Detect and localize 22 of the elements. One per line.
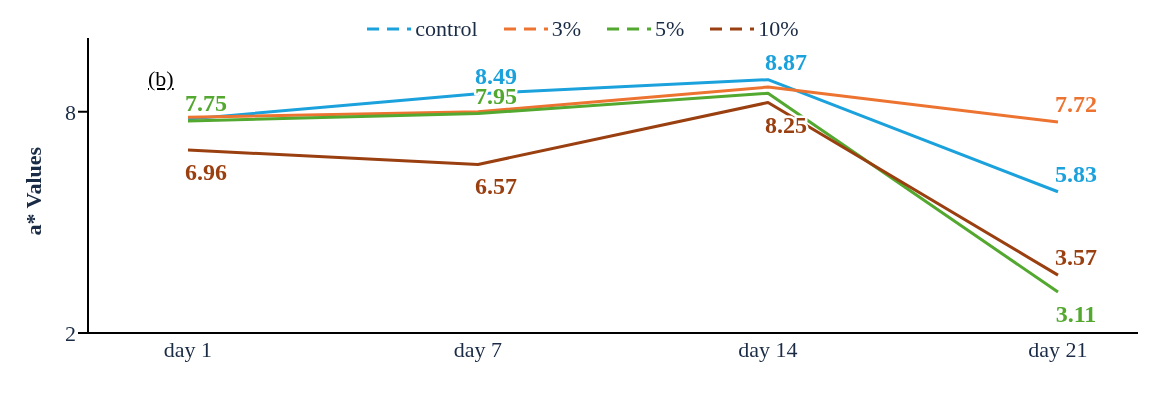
- legend-label: 3%: [550, 16, 581, 42]
- x-tick-label: day 7: [453, 336, 503, 362]
- data-label: 8.87: [765, 48, 807, 75]
- data-label: 3.57: [1055, 244, 1097, 271]
- y-tick-label: 2: [65, 320, 76, 346]
- data-label: 3.11: [1055, 301, 1097, 328]
- legend-label: control: [414, 16, 478, 42]
- data-label: 8.25: [765, 111, 807, 138]
- data-label: 7.75: [185, 89, 227, 116]
- data-label: 6.57: [475, 173, 517, 200]
- y-tick-label: 8: [65, 99, 76, 125]
- y-axis-title: a* Values: [20, 146, 46, 236]
- legend-label: 10%: [757, 16, 799, 42]
- data-label: 7.72: [1055, 91, 1097, 118]
- legend-label: 5%: [654, 16, 685, 42]
- x-tick-label: day 14: [738, 336, 798, 362]
- x-tick-label: day 1: [163, 336, 213, 362]
- annotation: (b): [148, 66, 174, 92]
- x-tick-label: day 21: [1028, 336, 1088, 362]
- data-label: 6.96: [185, 159, 227, 186]
- data-label: 5.83: [1055, 160, 1097, 187]
- data-label: 8.49: [475, 62, 517, 89]
